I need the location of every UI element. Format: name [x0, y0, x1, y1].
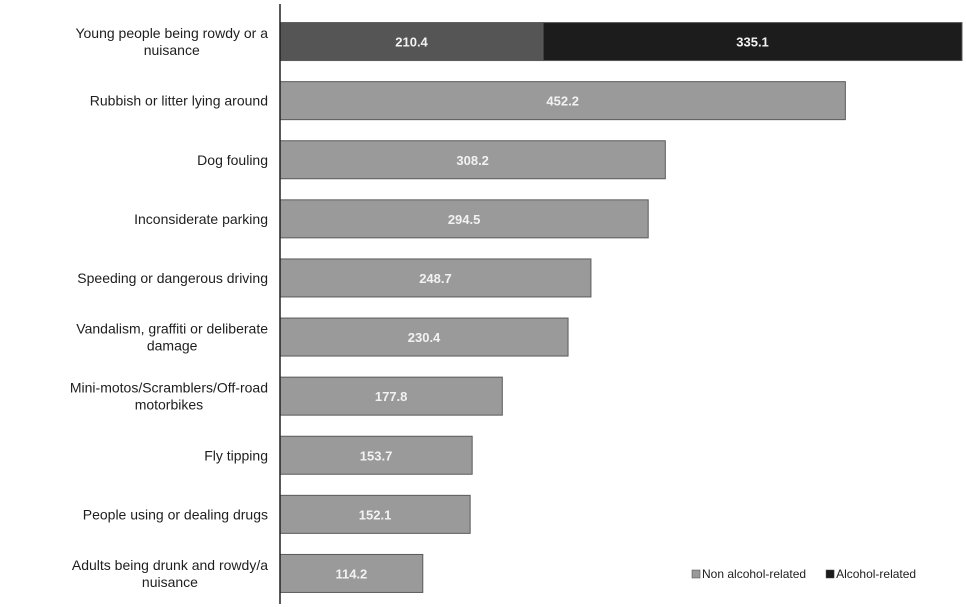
- bar-non-alcohol-8: [279, 494, 471, 534]
- category-label-1: Rubbish or litter lying around: [90, 93, 268, 109]
- category-label-2: Dog fouling: [197, 152, 268, 168]
- bar-alcohol-0: [542, 22, 963, 62]
- legend-label-non-alcohol: Non alcohol-related: [702, 567, 806, 581]
- legend-swatch-alcohol: [825, 569, 835, 579]
- value-label-non-alcohol-1: 452.2: [546, 94, 579, 109]
- value-label-non-alcohol-2: 308.2: [456, 153, 489, 168]
- legend-label-alcohol: Alcohol-related: [836, 567, 916, 581]
- bar-non-alcohol-4: [279, 258, 592, 298]
- value-label-alcohol-0: 335.1: [736, 35, 769, 50]
- value-labels: 210.4 335.1 452.2 308.2 294.5 248.7 230.4 177.8…: [335, 35, 768, 582]
- value-label-non-alcohol-3: 294.5: [448, 212, 481, 227]
- bar-non-alcohol-2: [279, 140, 666, 180]
- category-label-4: Speeding or dangerous driving: [77, 270, 268, 286]
- legend: Non alcohol-related Alcohol-related: [691, 567, 916, 581]
- value-label-non-alcohol-0: 210.4: [395, 35, 428, 50]
- value-label-non-alcohol-5: 230.4: [408, 330, 441, 345]
- category-label-9: Adults being drunk and rowdy/a nuisance: [72, 557, 268, 590]
- category-label-0: Young people being rowdy or a nuisance: [75, 25, 268, 58]
- bar-non-alcohol-1: [279, 81, 846, 121]
- bar-group: [279, 22, 963, 593]
- bar-non-alcohol-9: [279, 553, 424, 593]
- value-label-non-alcohol-9: 114.2: [335, 566, 367, 581]
- bar-non-alcohol-3: [279, 199, 649, 239]
- value-label-non-alcohol-8: 152.1: [359, 507, 392, 522]
- legend-swatch-non-alcohol: [691, 569, 701, 579]
- value-label-non-alcohol-7: 153.7: [360, 448, 393, 463]
- category-label-3: Inconsiderate parking: [134, 211, 268, 227]
- bar-non-alcohol-0: [279, 22, 544, 62]
- category-label-8: People using or dealing drugs: [83, 506, 268, 522]
- category-label-7: Fly tipping: [204, 447, 268, 463]
- bar-non-alcohol-5: [279, 317, 569, 357]
- category-labels: Young people being rowdy or a nuisance Rub…: [70, 25, 268, 590]
- value-label-non-alcohol-6: 177.8: [375, 389, 408, 404]
- category-label-5: Vandalism, graffiti or deliberate damage: [76, 321, 268, 354]
- category-label-6: Mini-motos/Scramblers/Off-road motorbikes: [70, 380, 268, 413]
- value-label-non-alcohol-4: 248.7: [419, 271, 452, 286]
